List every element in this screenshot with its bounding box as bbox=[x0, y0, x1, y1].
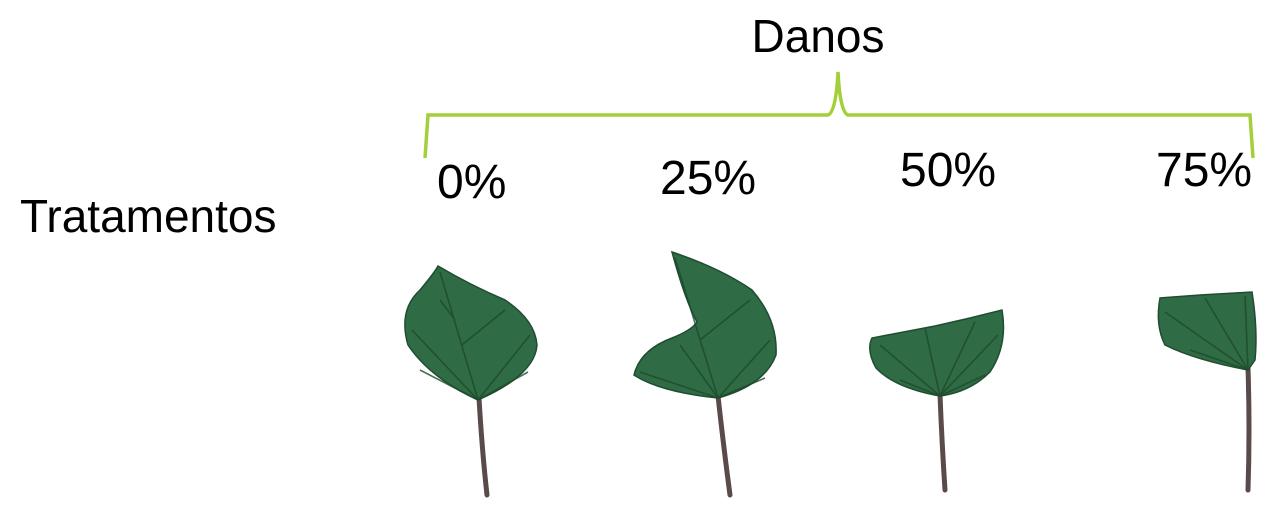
level-label: 75% bbox=[1156, 144, 1252, 197]
row-label: Tratamentos bbox=[20, 190, 277, 242]
leaf-25 bbox=[634, 252, 776, 495]
title: Danos bbox=[752, 10, 885, 62]
level-label: 25% bbox=[660, 152, 756, 205]
level-label: 50% bbox=[900, 144, 996, 197]
diagram: Danos Tratamentos 0% 25% 50% 75% bbox=[0, 0, 1266, 508]
leaf-50 bbox=[870, 310, 1004, 490]
leaf-75 bbox=[1158, 292, 1256, 490]
bracket bbox=[425, 72, 1253, 158]
leaf-0 bbox=[405, 266, 537, 495]
level-label: 0% bbox=[437, 156, 506, 209]
